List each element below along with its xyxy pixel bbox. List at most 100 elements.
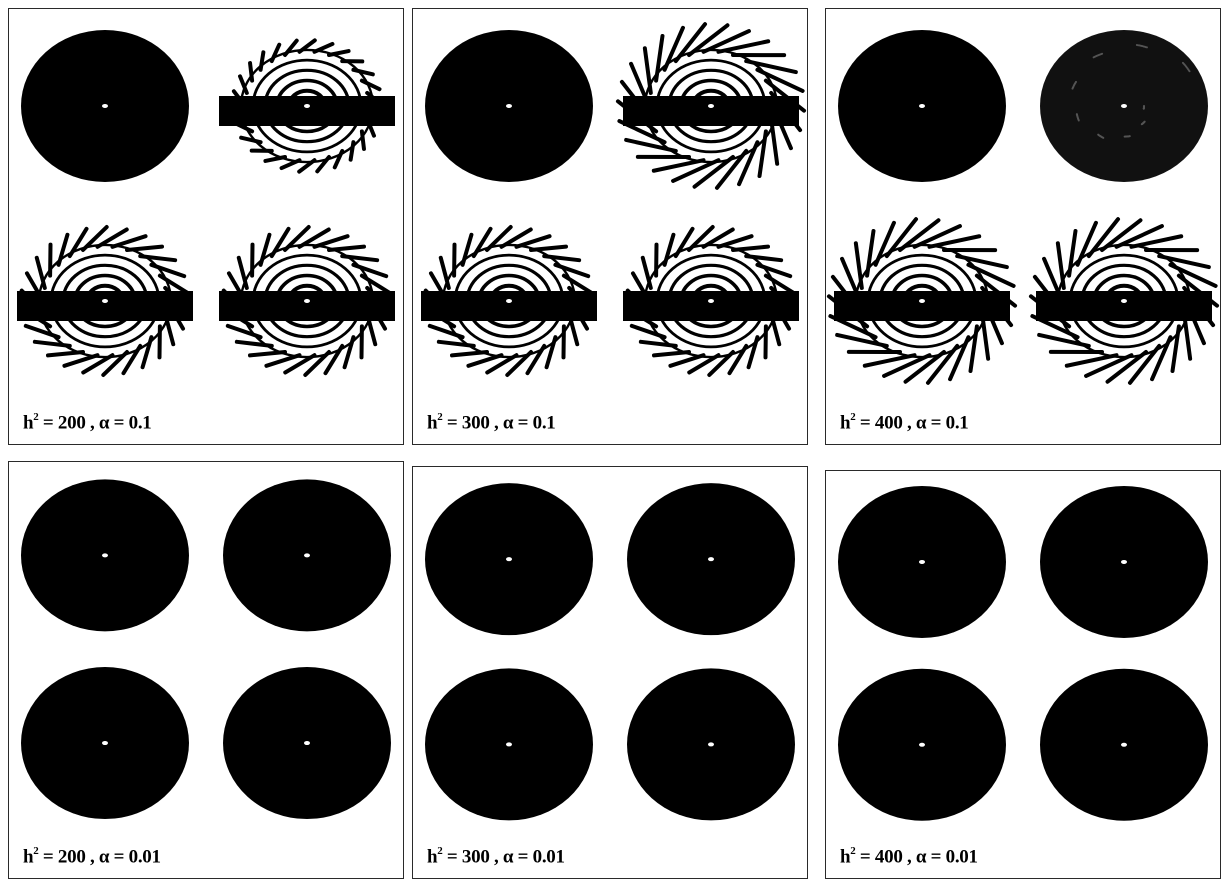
spiral-arm <box>247 350 288 358</box>
spiral-arm <box>423 306 457 329</box>
disk-plot-4 <box>623 225 799 377</box>
spiral-arm <box>1150 335 1173 382</box>
disk-center <box>919 559 925 564</box>
panel-4: h2 = 200 , α = 0.01 <box>8 461 404 879</box>
caption-alpha-value: 0.1 <box>945 412 969 433</box>
disk-center <box>102 553 108 558</box>
disk-center <box>1121 742 1127 747</box>
spiral-arm <box>258 50 266 72</box>
spiral-arm <box>927 234 982 249</box>
spiral-arm <box>673 22 708 64</box>
spiral-arm <box>553 262 591 279</box>
spiral-arm <box>1055 241 1066 290</box>
spiral-arm <box>1067 228 1078 278</box>
caption-h-value: 400 <box>874 846 903 867</box>
disk-center <box>102 299 108 303</box>
disk-speckle <box>1188 70 1191 73</box>
spiral-arm <box>279 158 302 171</box>
spiral-arm <box>232 120 255 134</box>
disk-ring <box>489 283 529 319</box>
disk-ring <box>61 263 149 339</box>
disk-ring <box>287 283 327 319</box>
spiral-arm <box>101 350 129 377</box>
spiral-arm <box>499 227 533 249</box>
caption-alpha-value: 0.1 <box>128 412 152 433</box>
spiral-arm <box>1075 220 1098 267</box>
caption-h-value: 300 <box>461 846 490 867</box>
disk-ring <box>453 253 565 349</box>
spiral-arm <box>312 234 350 249</box>
caption-exponent: 2 <box>437 410 443 423</box>
disk-ring <box>275 78 339 134</box>
spiral-arm <box>225 323 263 340</box>
disk-plot-1 <box>21 30 189 182</box>
caption-equals: = <box>855 846 875 867</box>
spiral-arm <box>248 61 255 83</box>
disk-ring <box>263 263 351 339</box>
spiral-arm <box>32 339 72 348</box>
spiral-arm <box>561 273 595 296</box>
disk-ring <box>866 253 978 349</box>
spiral-arm <box>140 335 154 370</box>
spiral-arm <box>912 224 962 249</box>
disk-ring <box>251 58 363 154</box>
disk-plot-1 <box>21 479 189 632</box>
panel-4-caption: h2 = 200 , α = 0.01 <box>23 845 161 868</box>
spiral-arm <box>528 244 569 252</box>
spiral-arm <box>1182 312 1193 361</box>
spiral-arm <box>687 353 721 375</box>
spiral-arm <box>1157 254 1211 270</box>
spiral-arm <box>149 262 187 279</box>
spiral-arm <box>771 104 793 151</box>
spiral-arm <box>359 273 393 296</box>
spiral-arm <box>258 232 272 267</box>
disk-ring <box>287 88 327 124</box>
spiral-arm <box>716 234 754 249</box>
spiral-arm <box>544 335 558 370</box>
caption-alpha-sep: , α = <box>489 846 533 867</box>
spiral-arm <box>449 350 490 358</box>
spiral-arm <box>460 232 474 267</box>
caption-alpha-sep: , α = <box>902 846 946 867</box>
spiral-arm <box>485 225 513 252</box>
spiral-arm <box>348 140 356 162</box>
spiral-arm <box>1176 273 1220 308</box>
spiral-arm <box>662 232 676 267</box>
spiral-arm <box>630 271 651 303</box>
spiral-arm <box>701 227 735 249</box>
disk-plot-4 <box>223 667 391 820</box>
spiral-arm <box>163 312 176 347</box>
caption-alpha-sep: , α = <box>85 846 129 867</box>
disk-center <box>304 553 310 558</box>
disk-ring <box>878 263 966 339</box>
spiral-arm <box>1032 274 1066 317</box>
spiral-arm <box>862 353 917 368</box>
spiral-arm <box>157 273 191 296</box>
panel-6: h2 = 400 , α = 0.01 <box>825 470 1221 879</box>
spiral-arm <box>1037 332 1091 348</box>
disk-plot-4 <box>627 668 795 821</box>
caption-exponent: 2 <box>850 410 856 423</box>
panel-2-plot <box>421 22 807 377</box>
disk-center <box>708 104 714 108</box>
spiral-arm <box>629 323 667 340</box>
spiral-arm <box>763 78 807 113</box>
disk-center <box>708 557 714 562</box>
panel-1-plot <box>17 30 395 377</box>
panel-6-plot <box>838 485 1208 821</box>
caption-equals: = <box>855 412 875 433</box>
spiral-arm <box>239 135 263 145</box>
caption-h: h <box>23 846 34 867</box>
spiral-arm <box>638 339 678 348</box>
disk-plot-4 <box>219 225 395 377</box>
spiral-arm <box>769 312 782 347</box>
spiral-arm <box>737 140 760 187</box>
disk-center <box>919 104 925 108</box>
spiral-arm <box>283 353 317 375</box>
caption-h-value: 300 <box>461 412 490 433</box>
spiral-arm <box>81 225 109 252</box>
spiral-arm <box>1129 234 1184 249</box>
spiral-arm <box>873 220 896 267</box>
spiral-arm <box>903 350 946 384</box>
spiral-arm <box>332 148 345 170</box>
